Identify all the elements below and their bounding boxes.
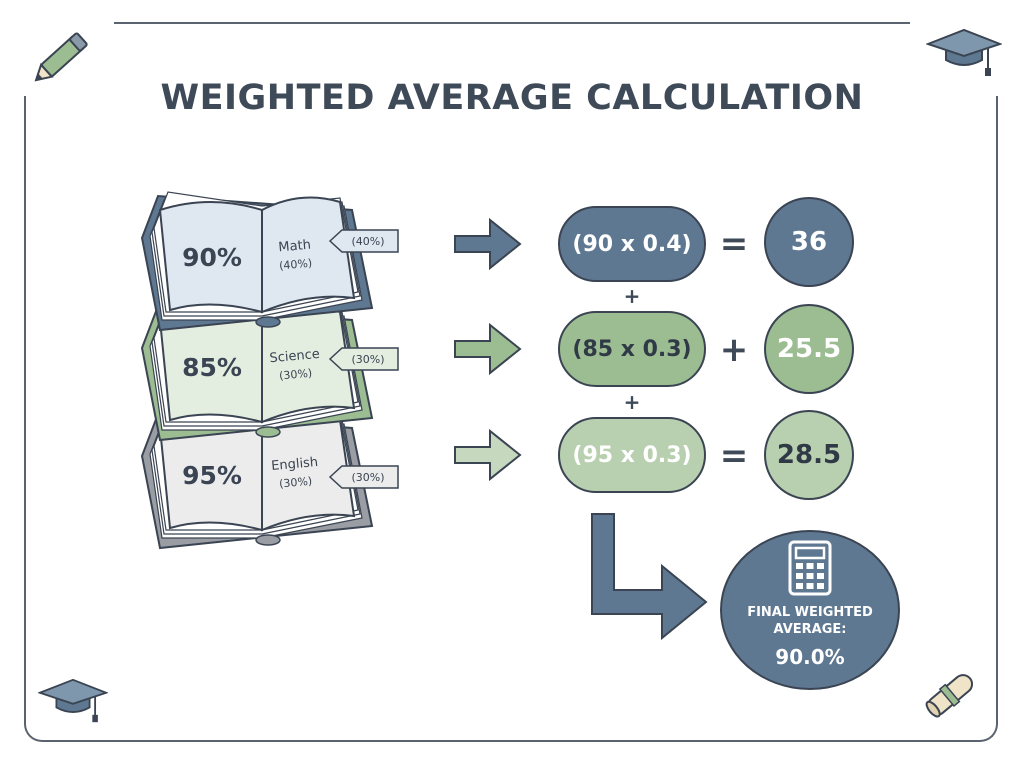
book-weight: (40%) — [279, 257, 313, 273]
operator-2: + — [719, 330, 749, 370]
book-score: 95% — [182, 461, 242, 490]
operator-1: = — [719, 224, 749, 264]
final-result-label: FINAL WEIGHTED AVERAGE: — [726, 604, 894, 638]
diploma-icon — [925, 674, 974, 718]
graduation-cap-icon — [926, 28, 1002, 76]
expression-pill-3: (95 x 0.3) — [558, 417, 706, 493]
result-text-1: 36 — [790, 227, 828, 257]
weight-tag — [328, 465, 399, 489]
book-weight: (30%) — [279, 475, 313, 491]
arrow-row-3 — [454, 428, 522, 482]
operator-3: = — [719, 436, 749, 476]
pencil-icon — [34, 32, 88, 82]
expression-pill-2: (85 x 0.3) — [558, 311, 706, 387]
weight-tag-text: (40%) — [351, 235, 384, 248]
plus-between-1: + — [623, 284, 641, 308]
book-score: 90% — [182, 243, 242, 272]
arrow-to-final — [591, 513, 708, 641]
book-subject: Math — [278, 238, 312, 256]
result-circle-3: 28.5 — [764, 410, 854, 500]
page-title: WEIGHTED AVERAGE CALCULATION — [160, 78, 864, 118]
arrow-row-2 — [454, 322, 522, 376]
result-circle-2: 25.5 — [764, 304, 854, 394]
expression-text-1: (90 x 0.4) — [572, 231, 692, 257]
result-text-3: 28.5 — [776, 440, 842, 470]
final-result-value: 90.0% — [775, 645, 845, 669]
graduation-cap-icon — [38, 678, 108, 723]
result-text-2: 25.5 — [776, 334, 842, 364]
arrow-row-1 — [454, 217, 522, 271]
plus-between-2: + — [623, 390, 641, 414]
book-subject: English — [271, 455, 319, 474]
final-label-line-1: FINAL WEIGHTED — [747, 605, 873, 620]
frame-border — [24, 96, 998, 742]
book-score: 85% — [182, 353, 242, 382]
expression-text-2: (85 x 0.3) — [572, 336, 692, 362]
book-math: 90% Math(40%)(40%) — [140, 191, 399, 332]
final-label-line-2: AVERAGE: — [773, 622, 847, 637]
book-science: 85% Science(30%)(30%) — [140, 301, 399, 442]
calculator-icon — [788, 540, 832, 596]
expression-text-3: (95 x 0.3) — [572, 442, 692, 468]
expression-pill-1: (90 x 0.4) — [558, 206, 706, 282]
top-rule — [114, 22, 910, 24]
weight-tag — [328, 229, 399, 253]
book-weight: (30%) — [279, 367, 313, 383]
weight-tag-text: (30%) — [351, 471, 384, 484]
weight-tag — [328, 347, 399, 371]
book-subject: Science — [269, 347, 321, 366]
weight-tag-text: (30%) — [351, 353, 384, 366]
result-circle-1: 36 — [764, 197, 854, 287]
